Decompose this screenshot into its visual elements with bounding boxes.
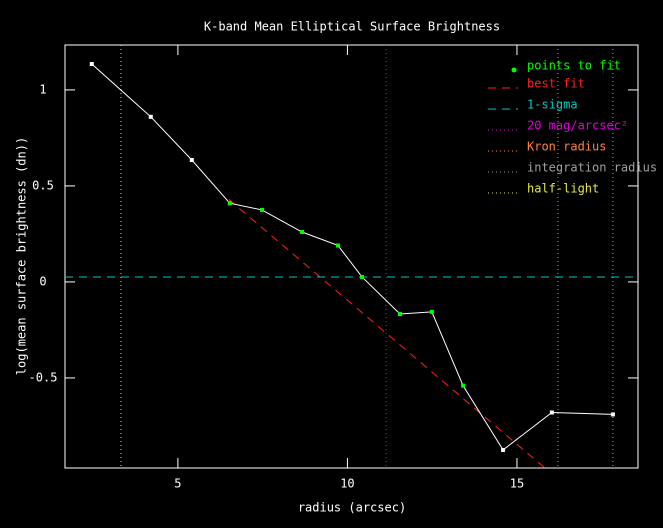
y-axis-label: log(mean surface brightness (dn)) [15, 137, 29, 375]
data-point [259, 207, 264, 212]
chart-title: K-band Mean Elliptical Surface Brightnes… [204, 20, 500, 34]
y-tick-label: -0.5 [29, 370, 58, 384]
data-point [501, 447, 506, 452]
legend-label: half-light [527, 182, 599, 196]
legend-marker [511, 67, 517, 73]
x-tick-label: 15 [510, 477, 524, 491]
legend-label: 1-sigma [527, 98, 578, 112]
data-point [89, 62, 94, 67]
y-tick-label: 0.5 [32, 178, 54, 192]
data-point [461, 383, 466, 388]
data-point [549, 410, 554, 415]
x-tick-label: 10 [340, 477, 354, 491]
plot-frame [64, 44, 639, 469]
data-point [227, 201, 232, 206]
data-point [189, 158, 194, 163]
y-tick-label: 0 [39, 274, 46, 288]
y-tick-label: 1 [39, 82, 46, 96]
data-point [429, 309, 434, 314]
legend-label: points to fit [527, 59, 621, 73]
data-point [397, 312, 402, 317]
data-point [148, 114, 153, 119]
data-point [299, 230, 304, 235]
data-point [360, 274, 365, 279]
legend-label: Kron radius [527, 140, 606, 154]
legend-label: integration radius [527, 161, 657, 175]
data-point [335, 243, 340, 248]
x-tick-label: 5 [174, 477, 181, 491]
fit-line [228, 198, 546, 468]
legend-label: 20 mag/arcsec² [527, 119, 628, 133]
legend-label: best fit [527, 77, 585, 91]
profile-line [91, 63, 613, 451]
data-point [610, 412, 615, 417]
x-axis-label: radius (arcsec) [298, 501, 406, 515]
